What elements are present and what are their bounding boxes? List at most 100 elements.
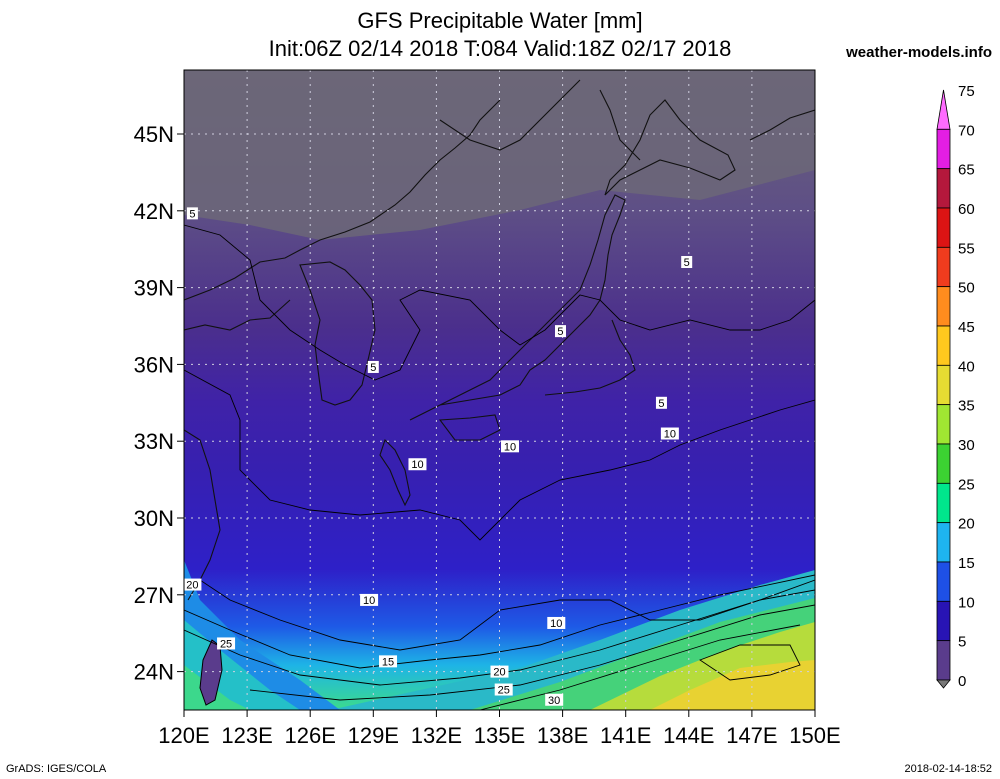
colorbar-swatch — [936, 443, 951, 484]
lat-tick-label: 45N — [134, 122, 174, 147]
colorbar-label: 45 — [958, 319, 975, 336]
coast-primorye — [439, 79, 581, 151]
lon-tick-label: 147E — [726, 723, 777, 748]
colorbar-swatch — [936, 207, 951, 248]
contour-label-box — [660, 427, 679, 440]
contour-label-box — [545, 693, 564, 706]
lat-tick-label: 39N — [134, 276, 174, 301]
lon-tick-label: 129E — [348, 723, 399, 748]
contour-label-box — [408, 458, 427, 471]
colorbar-swatch — [936, 246, 951, 288]
contour-label-box — [554, 325, 566, 338]
footer-timestamp: 2018-02-14-18:52 — [904, 763, 992, 775]
lon-tick-label: 141E — [600, 723, 651, 748]
lat-tick-label: 33N — [134, 429, 174, 454]
contour-label: 15 — [382, 656, 394, 668]
contour-label: 20 — [186, 580, 198, 592]
lon-tick-label: 123E — [221, 723, 272, 748]
contour-label: 10 — [504, 441, 516, 453]
contour-label: 20 — [493, 667, 505, 679]
page-title: GFS Precipitable Water [mm] — [357, 8, 643, 33]
contour-label-box — [183, 578, 202, 591]
contour-label-box — [217, 637, 236, 650]
colorbar-label: 0 — [958, 673, 966, 690]
colorbar-swatch — [936, 325, 951, 366]
colorbar-swatch — [936, 128, 951, 170]
coast-bohai — [184, 299, 291, 331]
colorbar-swatch — [936, 561, 951, 602]
moist-band-40 — [650, 660, 815, 710]
contour-label: 30 — [548, 695, 560, 707]
contour-30 — [479, 624, 801, 710]
moist-band-west-core — [184, 665, 250, 710]
contour-label: 10 — [550, 618, 562, 630]
contour-10-south — [184, 579, 815, 651]
colorbar-label: 40 — [958, 358, 975, 375]
contour-label: 10 — [664, 429, 676, 441]
contour-label: 5 — [658, 398, 664, 410]
contour-label: 25 — [498, 685, 510, 697]
site-credit: weather-models.info — [846, 44, 992, 61]
footer-credit: GrADS: IGES/COLA — [6, 763, 107, 775]
colorbar-swatch — [936, 482, 951, 524]
contour-label-box — [655, 396, 667, 409]
colorbar-swatch — [936, 89, 951, 130]
coastlines — [184, 79, 815, 601]
lon-tick-label: 138E — [537, 723, 588, 748]
colorbar-label: 50 — [958, 280, 975, 297]
lon-tick-label: 135E — [474, 723, 525, 748]
colorbar-label: 75 — [958, 83, 975, 100]
contour-10-north — [184, 369, 815, 541]
contour-35 — [699, 644, 801, 681]
contour-label-box — [360, 593, 379, 606]
colorbar-swatch — [936, 364, 951, 406]
lon-tick-label: 132E — [411, 723, 462, 748]
longitude-labels: 120E 123E 126E 129E 132E 135E 138E 141E 144E 147E… — [158, 710, 841, 748]
colorbar-label: 15 — [958, 555, 975, 572]
contour-label-box — [681, 256, 693, 268]
lat-tick-label: 27N — [134, 583, 174, 608]
coast-honshu — [409, 194, 626, 421]
colorbar-swatch — [936, 404, 951, 445]
contour-label: 5 — [189, 208, 195, 220]
coast-sakhalin — [599, 89, 641, 161]
contour-label-box — [367, 360, 379, 373]
coast-korea — [299, 261, 376, 406]
contour-label-box — [379, 655, 398, 668]
colorbar-label: 20 — [958, 516, 975, 533]
colorbar-label: 25 — [958, 476, 975, 493]
colorbar-label: 35 — [958, 398, 975, 415]
colorbar-label: 70 — [958, 122, 975, 139]
contour-15 — [184, 574, 815, 669]
contour-label: 10 — [411, 459, 423, 471]
coast-china-east — [184, 429, 221, 601]
coast-shikoku — [438, 414, 501, 441]
contour-label-box — [547, 616, 566, 629]
lat-tick-label: 30N — [134, 506, 174, 531]
colorbar-label: 5 — [958, 634, 966, 651]
contour-label: 5 — [557, 326, 563, 338]
latitude-labels: 45N 42N 39N 36N 33N 30N 27N 24N — [134, 122, 184, 685]
contour-label: 10 — [363, 595, 375, 607]
coast-honshu-pacific — [544, 319, 636, 396]
map-field — [184, 70, 815, 710]
contours — [184, 224, 815, 710]
contour-label-box — [494, 683, 513, 696]
colorbar-swatch — [936, 522, 951, 563]
lat-tick-label: 24N — [134, 660, 174, 685]
contour-label-box — [186, 207, 198, 220]
colorbar-swatch — [936, 168, 951, 209]
taiwan-landmass — [199, 639, 223, 706]
lon-tick-label: 144E — [663, 723, 714, 748]
contour-label-box — [490, 665, 509, 678]
colorbar-label: 65 — [958, 162, 975, 179]
colorbar-swatch — [936, 286, 951, 327]
contour-label: 5 — [370, 362, 376, 374]
lat-tick-label: 36N — [134, 352, 174, 377]
contour-20 — [184, 589, 815, 686]
lon-tick-label: 150E — [789, 723, 840, 748]
colorbar-swatch — [936, 679, 951, 689]
contour-5 — [184, 224, 815, 381]
lon-tick-label: 126E — [285, 723, 336, 748]
